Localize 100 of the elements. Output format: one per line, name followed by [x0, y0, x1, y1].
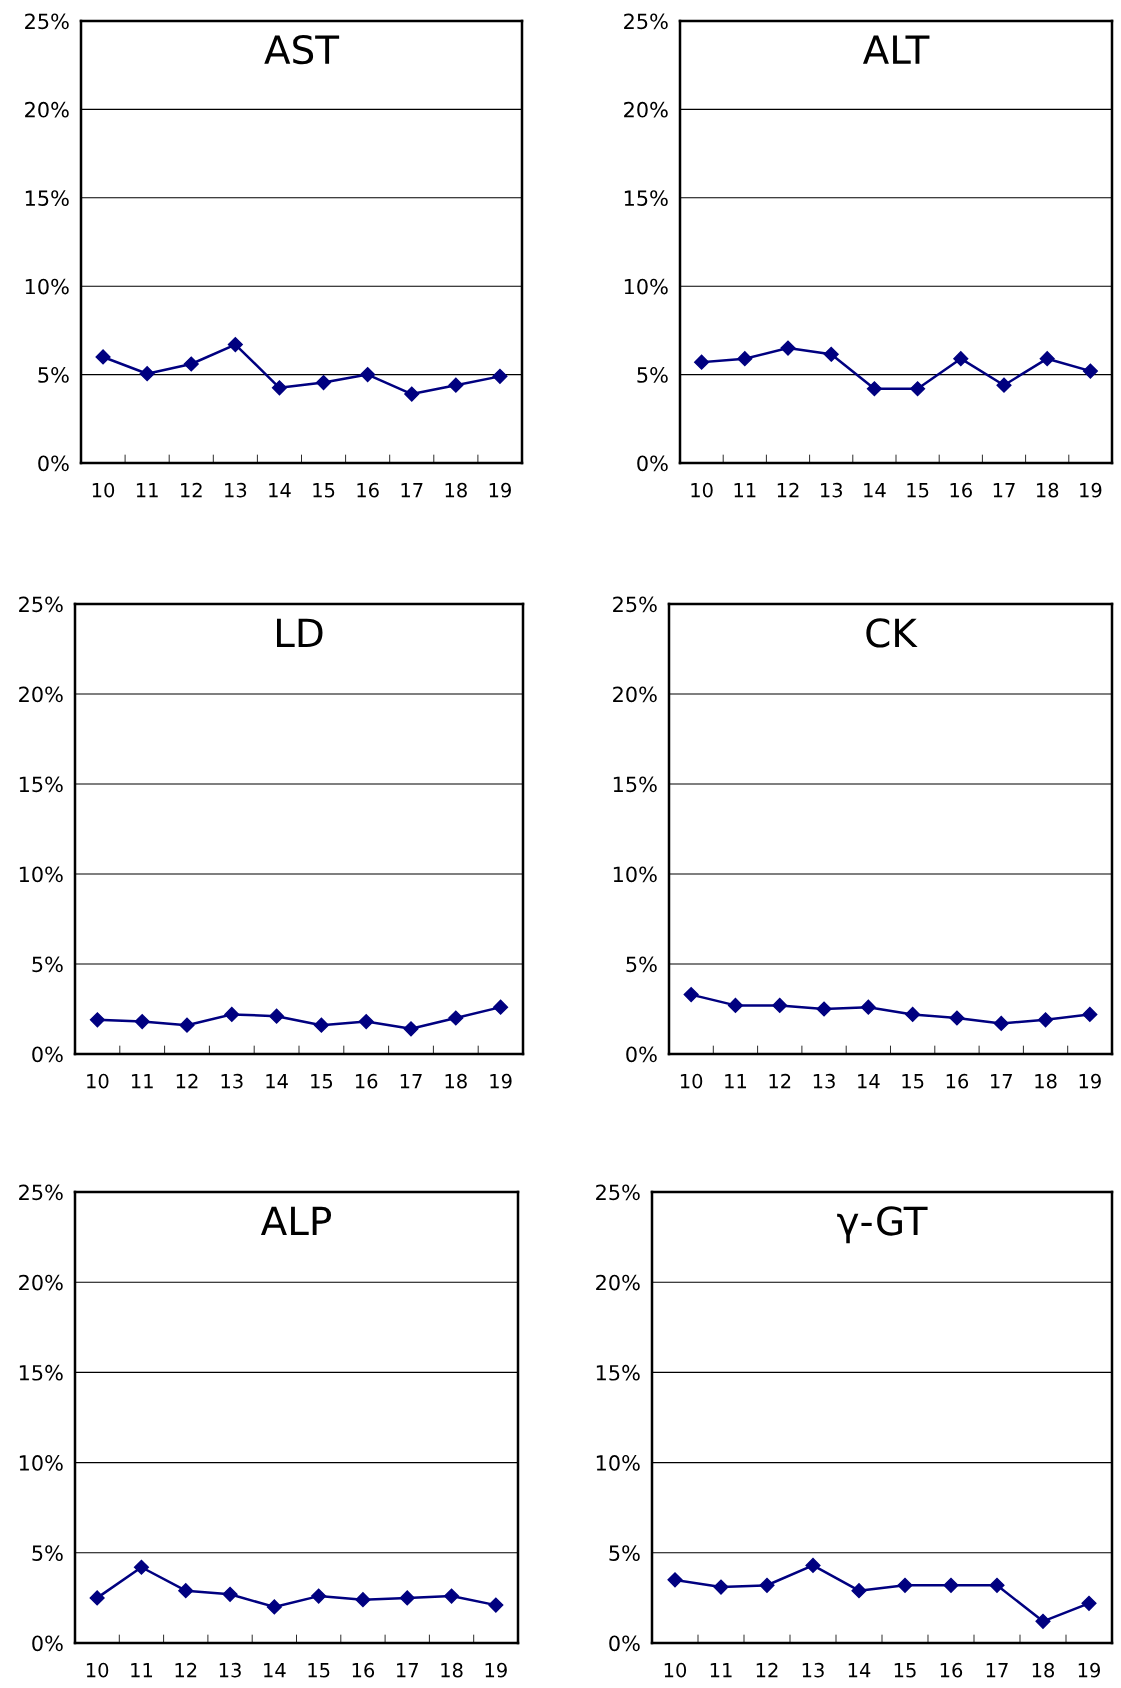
y-tick-label: 5% — [637, 367, 668, 383]
chart-title: CK — [866, 618, 918, 648]
x-tick-label: 14 — [848, 1663, 871, 1678]
point — [315, 374, 332, 391]
point — [443, 1588, 460, 1604]
x-tick-label: 12 — [769, 1073, 791, 1089]
y-tick-label: 0% — [32, 1046, 63, 1063]
point — [183, 356, 199, 372]
x-tick-label: 10 — [87, 1073, 109, 1089]
x-tick-label: 13 — [225, 482, 247, 498]
point — [805, 1557, 821, 1574]
x-tick-label: 17 — [993, 483, 1015, 498]
y-tick-label: 10% — [624, 278, 668, 295]
point — [222, 1586, 238, 1602]
y-tick-label: 20% — [25, 101, 69, 118]
x-tick-label: 19 — [485, 1662, 507, 1678]
y-tick-label: 0% — [38, 455, 69, 472]
x-tick-label: 15 — [313, 483, 335, 498]
y-tick-label: 15% — [624, 190, 668, 207]
point — [89, 1590, 105, 1606]
chart-title: LD — [277, 618, 323, 648]
x-tick-label: 15 — [902, 1074, 924, 1089]
x-tick-label: 11 — [136, 483, 158, 498]
y-tick-label: 15% — [596, 1364, 640, 1381]
x-tick-label: 13 — [813, 1073, 835, 1089]
y-tick-label: 0% — [32, 1635, 63, 1652]
y-tick-label: 5% — [32, 956, 63, 973]
x-tick-label: 16 — [355, 1073, 378, 1089]
point — [355, 1592, 371, 1608]
point — [713, 1579, 729, 1595]
point — [780, 340, 796, 356]
x-tick-label: 15 — [894, 1663, 916, 1678]
x-tick-label: 13 — [221, 1073, 243, 1089]
x-tick-label: 13 — [802, 1662, 824, 1678]
point — [905, 1006, 921, 1022]
point — [448, 377, 464, 393]
x-tick-label: 18 — [445, 1073, 467, 1089]
point — [139, 366, 155, 382]
x-tick-label: 19 — [1079, 1073, 1101, 1089]
y-tick-label: 5% — [32, 1545, 63, 1562]
x-tick-label: 18 — [1032, 1662, 1055, 1678]
point — [816, 1001, 832, 1017]
x-tick-label: 17 — [991, 1074, 1012, 1089]
y-tick-label: 10% — [19, 1455, 63, 1471]
point — [683, 987, 699, 1003]
y-tick-label: 20% — [19, 1274, 63, 1291]
point — [897, 1577, 913, 1593]
x-tick-label: 14 — [266, 1074, 288, 1089]
point — [271, 380, 288, 396]
point — [772, 997, 788, 1013]
point — [996, 377, 1012, 393]
point — [737, 351, 753, 367]
y-tick-label: 25% — [596, 1184, 640, 1201]
x-tick-label: 15 — [311, 1074, 333, 1089]
point — [311, 1588, 327, 1604]
x-tick-label: 10 — [691, 482, 713, 498]
x-tick-label: 18 — [1035, 1073, 1057, 1089]
point — [989, 1577, 1005, 1593]
y-tick-label: 15% — [613, 776, 657, 793]
point — [399, 1590, 415, 1606]
point — [266, 1599, 282, 1615]
x-tick-label: 14 — [264, 1663, 286, 1678]
x-tick-label: 16 — [940, 1662, 963, 1678]
x-tick-label: 12 — [777, 482, 799, 498]
x-tick-label: 19 — [489, 482, 511, 498]
y-tick-label: 25% — [25, 13, 69, 30]
point — [1082, 1006, 1098, 1022]
point — [227, 336, 243, 353]
point — [851, 1583, 867, 1599]
x-tick-label: 16 — [357, 482, 379, 498]
x-tick-label: 12 — [756, 1662, 778, 1678]
point — [910, 381, 926, 397]
x-tick-label: 10 — [92, 482, 115, 498]
y-tick-label: 15% — [25, 190, 69, 207]
x-tick-label: 14 — [269, 483, 291, 498]
x-tick-label: 16 — [352, 1662, 375, 1678]
point — [823, 346, 839, 362]
x-tick-label: 10 — [664, 1662, 687, 1678]
x-tick-label: 19 — [1080, 482, 1102, 498]
point — [492, 368, 508, 384]
x-tick-label: 16 — [946, 1073, 969, 1089]
x-tick-label: 14 — [864, 483, 886, 498]
x-tick-label: 16 — [950, 482, 972, 498]
chart-title: AST — [264, 34, 340, 65]
point — [1039, 351, 1055, 367]
point — [95, 349, 111, 365]
y-tick-label: 25% — [19, 1184, 63, 1201]
point — [949, 1010, 965, 1026]
x-tick-label: 13 — [820, 482, 843, 498]
point — [759, 1577, 775, 1593]
point — [178, 1583, 194, 1599]
x-tick-label: 17 — [986, 1663, 1008, 1678]
point — [1037, 1012, 1054, 1028]
y-tick-label: 5% — [609, 1545, 640, 1562]
y-tick-label: 20% — [596, 1274, 640, 1291]
y-tick-label: 10% — [596, 1455, 640, 1471]
y-tick-label: 10% — [25, 278, 69, 295]
point — [694, 354, 710, 370]
chart-title: ALP — [260, 1206, 332, 1236]
x-tick-label: 13 — [219, 1662, 241, 1678]
